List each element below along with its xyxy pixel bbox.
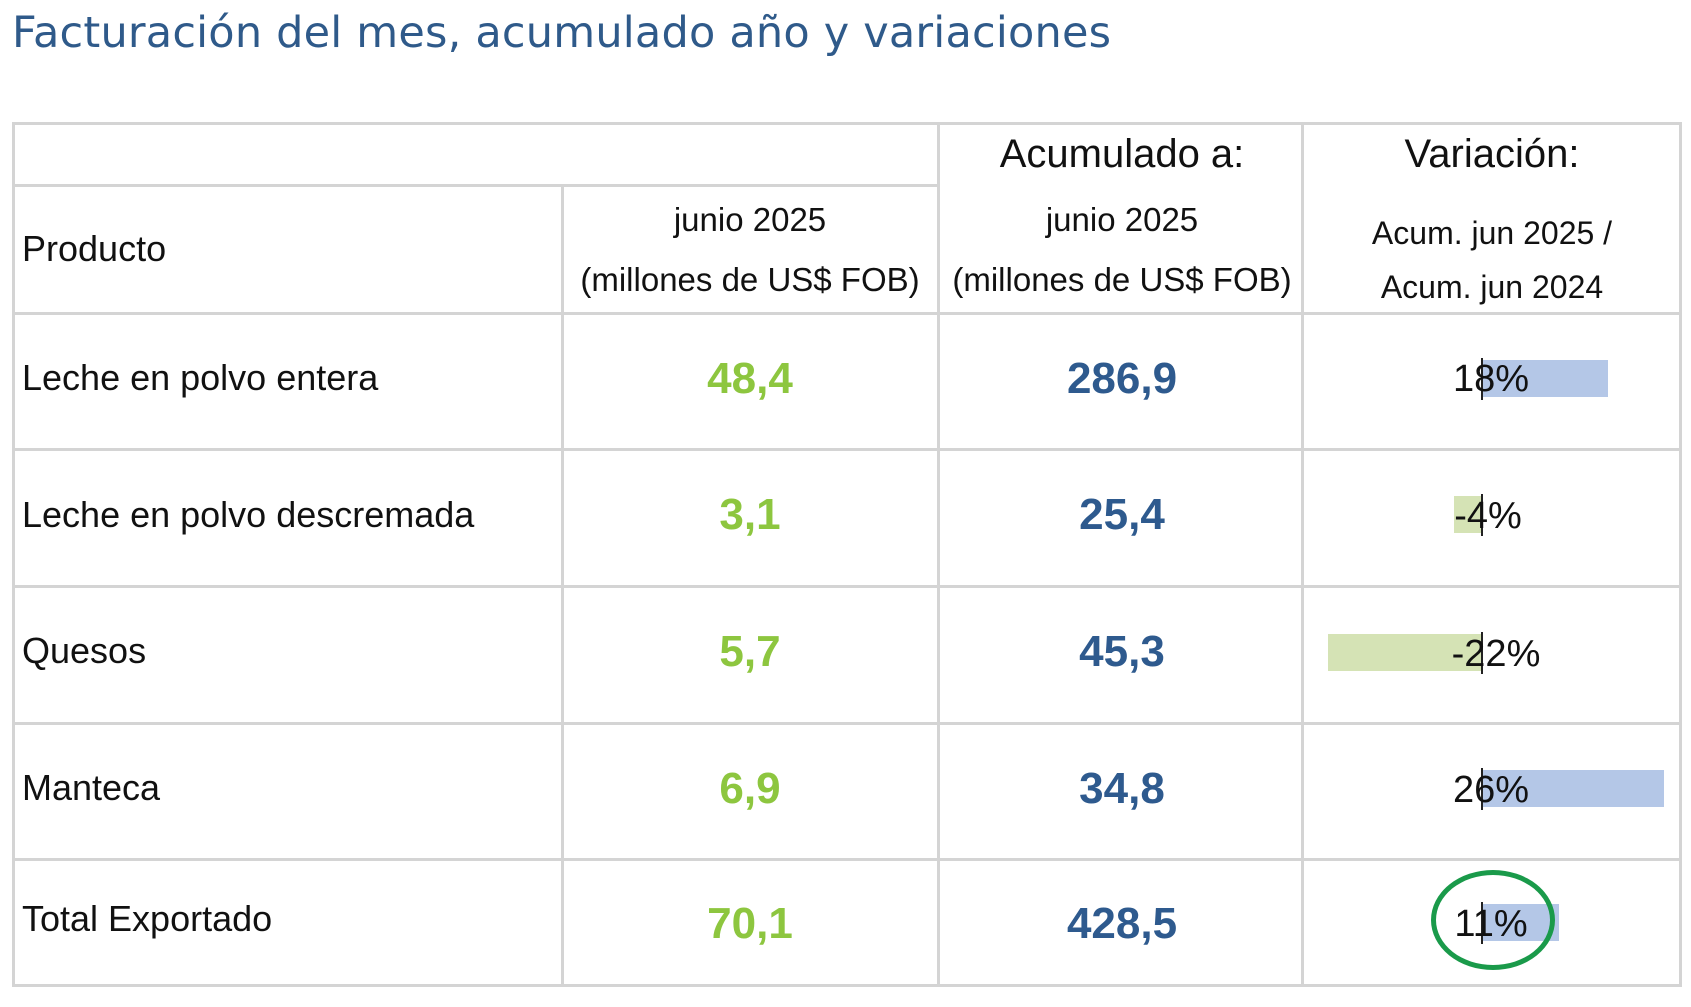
row-2-month-value: 3,1	[719, 490, 781, 539]
row-3-variation-bar	[1328, 634, 1482, 671]
row-3-month-value: 5,7	[719, 627, 781, 676]
row-4-variation-axis	[1481, 768, 1483, 810]
row-1-product: Leche en polvo entera	[22, 357, 379, 398]
header-month-line1: junio 2025	[673, 201, 827, 238]
row-4-variation-bar	[1482, 770, 1664, 807]
header-divider-partial	[12, 184, 940, 187]
header-acum-line2: (millones de US$ FOB)	[952, 261, 1292, 298]
row-1-month-value: 48,4	[707, 354, 793, 403]
row-2-variation-axis	[1481, 494, 1483, 536]
col-divider-2	[937, 122, 940, 987]
header-acum-top: Acumulado a:	[999, 132, 1245, 176]
row-5-month-value: 70,1	[707, 899, 793, 948]
row-divider-1	[12, 448, 1682, 451]
page-title: Facturación del mes, acumulado año y var…	[12, 8, 1112, 58]
row-3-variation-value: -22%	[1451, 633, 1541, 675]
table-border-left	[12, 122, 15, 987]
row-2-acum-value: 25,4	[1079, 490, 1165, 539]
header-acum-line1: junio 2025	[1045, 201, 1199, 238]
billing-table: Producto junio 2025 (millones de US$ FOB…	[12, 122, 1682, 987]
header-month-line2: (millones de US$ FOB)	[580, 261, 920, 298]
row-1-acum-value: 286,9	[1066, 354, 1178, 403]
row-1-variation-axis	[1481, 358, 1483, 400]
row-3-product: Quesos	[22, 630, 147, 671]
row-4-variation-value: 26%	[1452, 769, 1530, 811]
row-divider-header	[12, 312, 1682, 315]
row-5-product: Total Exportado	[22, 898, 273, 939]
row-4-month-value: 6,9	[719, 764, 781, 813]
table-border-right	[1679, 122, 1682, 987]
row-5-acum-value: 428,5	[1066, 899, 1178, 948]
row-3-acum-value: 45,3	[1079, 627, 1165, 676]
row-divider-4	[12, 858, 1682, 861]
table-border-bottom	[12, 984, 1682, 987]
row-2-product: Leche en polvo descremada	[22, 494, 475, 535]
row-divider-2	[12, 585, 1682, 588]
header-producto: Producto	[22, 228, 167, 269]
row-2-variation-bar	[1454, 496, 1482, 533]
table-border-top	[12, 122, 1682, 125]
row-1-variation-bar	[1482, 360, 1608, 397]
col-divider-3	[1301, 122, 1304, 987]
row-2-variation-value: -4%	[1454, 495, 1522, 537]
header-var-line1: Acum. jun 2025 /	[1371, 215, 1613, 251]
row-1-variation-value: 18%	[1452, 358, 1530, 400]
row-4-acum-value: 34,8	[1079, 764, 1165, 813]
header-var-top: Variación:	[1404, 132, 1580, 176]
header-var-line2: Acum. jun 2024	[1380, 269, 1604, 305]
row-divider-3	[12, 722, 1682, 725]
highlight-circle	[1431, 870, 1555, 970]
row-4-product: Manteca	[22, 767, 161, 808]
row-3-variation-axis	[1481, 632, 1483, 674]
